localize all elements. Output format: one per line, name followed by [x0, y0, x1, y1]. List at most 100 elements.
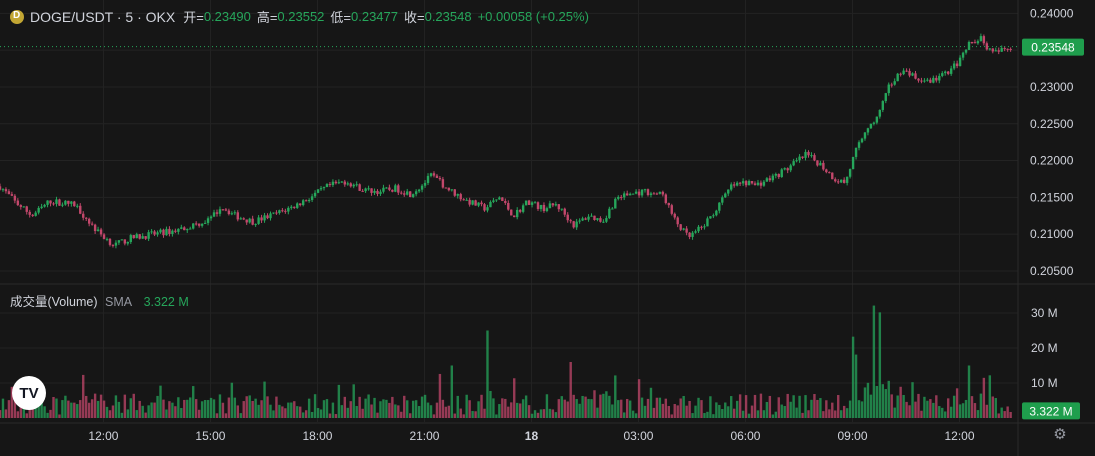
sma-value: 3.322 M	[143, 295, 189, 309]
volume-bar	[792, 395, 795, 418]
volume-bar	[923, 396, 926, 418]
candle-body	[114, 242, 118, 246]
volume-bar	[1009, 411, 1012, 418]
volume-bar	[212, 399, 216, 418]
volume-bar	[507, 406, 510, 418]
volume-bar	[189, 397, 192, 418]
tradingview-logo-icon[interactable]: TV	[12, 376, 46, 410]
volume-bar	[403, 395, 406, 418]
volume-bar	[970, 396, 974, 418]
volume-bar	[848, 400, 852, 418]
volume-bar	[340, 405, 344, 418]
candle-body	[70, 201, 73, 204]
candle-body	[819, 162, 822, 166]
candle-body	[732, 184, 736, 186]
candle-body	[87, 218, 91, 224]
candle-body	[254, 223, 257, 225]
candle-body	[197, 223, 201, 226]
candle-body	[43, 204, 46, 207]
volume-bar	[819, 398, 822, 418]
candle-body	[709, 216, 712, 219]
volume-bar	[533, 410, 537, 418]
candle-body	[536, 202, 540, 209]
volume-bar	[1006, 406, 1009, 418]
volume-bar	[159, 385, 162, 418]
candle-body	[982, 36, 986, 44]
volume-tick-label: 30 M	[1031, 306, 1058, 320]
candle-body	[257, 217, 260, 224]
volume-bar	[727, 406, 730, 418]
volume-bar	[293, 401, 296, 418]
volume-bar	[667, 406, 670, 418]
candle-body	[316, 189, 320, 193]
volume-bar	[783, 406, 786, 418]
candle-body	[462, 199, 465, 201]
volume-bar	[117, 401, 121, 418]
candle-body	[346, 183, 349, 185]
candle-body	[293, 206, 296, 208]
change-value: +0.00058 (+0.25%)	[477, 9, 589, 24]
candle-body	[79, 205, 82, 214]
volume-bar	[429, 405, 433, 418]
candle-body	[10, 194, 14, 196]
candle-body	[108, 238, 112, 245]
candle-body	[355, 184, 358, 186]
candle-body	[132, 235, 135, 239]
candle-body	[504, 200, 507, 203]
volume-bar	[111, 405, 115, 418]
candle-body	[988, 48, 992, 50]
volume-bar	[218, 394, 222, 418]
volume-bar	[52, 397, 55, 418]
candle-body	[831, 172, 834, 180]
candle-body	[679, 224, 682, 230]
volume-bar	[248, 395, 251, 418]
volume-bar	[73, 402, 76, 418]
volume-bar	[278, 404, 281, 418]
volume-bar	[31, 405, 34, 418]
volume-bar	[215, 413, 219, 418]
candle-body	[477, 202, 480, 206]
candle-body	[738, 182, 742, 184]
time-tick-label: 21:00	[409, 429, 439, 443]
volume-bar	[266, 396, 269, 418]
candle-body	[973, 42, 977, 44]
candle-body	[203, 222, 207, 224]
volume-bar	[976, 410, 980, 418]
volume-bar	[322, 400, 326, 418]
candle-body	[120, 239, 124, 241]
volume-bar	[388, 402, 391, 418]
candle-body	[652, 193, 656, 195]
volume-bar	[373, 397, 376, 418]
volume-bar	[114, 395, 118, 418]
candle-body	[872, 122, 876, 124]
volume-bar	[527, 405, 531, 418]
settings-gear-icon[interactable]: ⚙	[1053, 426, 1067, 443]
candle-body	[432, 173, 436, 176]
volume-bar	[548, 408, 552, 418]
candle-body	[694, 231, 697, 233]
volume-bar	[177, 397, 180, 418]
candle-body	[510, 209, 513, 216]
candle-body	[569, 220, 572, 222]
volume-legend[interactable]: 成交量(Volume) SMA 3.322 M	[10, 291, 189, 310]
candle-body	[911, 73, 914, 76]
candle-body	[489, 201, 492, 208]
volume-bar	[887, 380, 890, 418]
volume-bar	[489, 390, 492, 418]
volume-bar	[839, 410, 843, 418]
volume-bar	[382, 399, 385, 418]
volume-bar	[905, 401, 908, 418]
candle-body	[162, 229, 165, 236]
volume-bar	[284, 408, 287, 418]
price-tick-label: 0.22500	[1030, 117, 1074, 131]
volume-bar	[703, 413, 706, 418]
volume-bar	[46, 412, 49, 418]
high-label: 高=	[256, 10, 278, 25]
candle-body	[599, 218, 602, 222]
volume-bar	[28, 403, 31, 418]
symbol-title[interactable]: DOGE/USDT · 5 · OKX	[30, 8, 176, 25]
candle-body	[551, 203, 555, 206]
volume-bar	[153, 402, 156, 418]
time-tick-label: 18	[525, 429, 539, 443]
candle-body	[183, 227, 186, 231]
